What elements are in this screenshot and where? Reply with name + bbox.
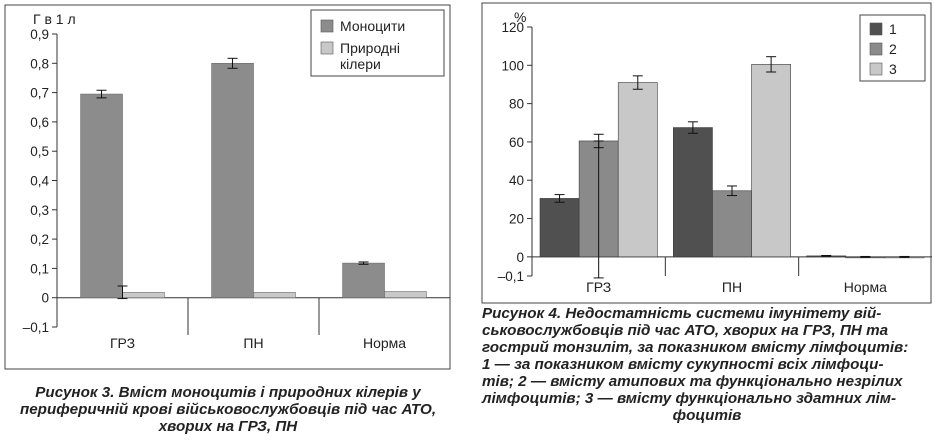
legend-swatch xyxy=(320,19,334,33)
chart-frame xyxy=(4,4,451,370)
y-tick-label: –0,1 xyxy=(498,269,524,284)
y-tick-label: 0,7 xyxy=(30,86,49,101)
chart-4: % –0,1 0 20 40 60 80 100 120 ГРЗ ПН Норма 1 2 3 xyxy=(481,2,932,304)
y-tick-label: 20 xyxy=(509,212,524,227)
y-tick-label: 100 xyxy=(501,58,524,73)
bar xyxy=(712,190,752,258)
caption-line: гострий тонзиліт, за показником вмісту л… xyxy=(482,339,909,356)
y-tick-label: 80 xyxy=(509,97,524,112)
caption-line: тів; 2 — вмісту атипових та функціональн… xyxy=(482,373,903,390)
category-label: ПН xyxy=(243,335,263,351)
y-tick-label: –0,1 xyxy=(23,320,49,335)
chart-3: Г в 1 л –0,1 0 0,1 0,2 0,3 0,4 0,5 0,6 0,7 0,8 0,9 Г… xyxy=(4,4,451,370)
category-label: ПН xyxy=(722,279,742,295)
caption-line: ськовослужбовців під час АТО, хворих на … xyxy=(482,322,889,339)
bar xyxy=(80,93,123,298)
figure-4-panel: % –0,1 0 20 40 60 80 100 120 ГРЗ ПН Норма 1 2 3 Рисуно… xyxy=(470,0,934,445)
y-tick-label: 40 xyxy=(509,173,524,188)
category-label: Норма xyxy=(844,279,887,295)
legend-label: 1 xyxy=(889,21,897,37)
y-tick-label: 0 xyxy=(516,250,524,265)
legend-label: Природні xyxy=(340,40,400,56)
y-tick-label: 0,2 xyxy=(30,232,49,247)
bar xyxy=(253,292,296,298)
bar xyxy=(384,291,427,298)
caption-line: фоцитів xyxy=(672,407,742,424)
legend-label: 2 xyxy=(889,41,897,57)
category-label: ГРЗ xyxy=(110,335,135,351)
y-tick-label: 0,3 xyxy=(30,203,49,218)
legend-swatch xyxy=(869,62,883,76)
y-axis-label: % xyxy=(514,9,526,25)
legend-swatch xyxy=(869,22,883,36)
y-tick-label: 60 xyxy=(509,135,524,150)
y-axis-label: Г в 1 л xyxy=(33,11,76,27)
y-tick-label: 0,8 xyxy=(30,56,49,71)
caption-line: лімфоцитів; 3 — вмісту функціонально зда… xyxy=(482,390,897,407)
figure-3-caption: Рисунок 3. Вміст моноцитів і природних к… xyxy=(19,384,437,435)
legend-swatch xyxy=(320,41,334,55)
legend-label: Моноцити xyxy=(340,18,405,34)
bar xyxy=(539,198,580,258)
bar xyxy=(211,62,254,298)
y-tick-label: 0 xyxy=(41,291,49,306)
bar xyxy=(673,127,713,258)
bar xyxy=(122,292,165,298)
category-label: Норма xyxy=(363,335,406,351)
legend-label: кілери xyxy=(340,56,381,72)
y-tick-label: 120 xyxy=(501,20,524,35)
bar xyxy=(342,262,385,299)
y-tick-label: 0,1 xyxy=(30,261,49,276)
bar xyxy=(751,64,791,258)
figure-4-caption: Рисунок 4. Недостатність системи імуніте… xyxy=(482,305,932,424)
y-tick-label: 0,9 xyxy=(30,27,49,42)
legend-label: 3 xyxy=(889,61,897,77)
figure-3-panel: Г в 1 л –0,1 0 0,1 0,2 0,3 0,4 0,5 0,6 0,7 0,8 0,9 Г… xyxy=(0,0,460,445)
y-tick-label: 0,4 xyxy=(30,174,49,189)
chart-frame xyxy=(481,2,932,304)
category-label: ГРЗ xyxy=(586,279,611,295)
caption-line: Рисунок 4. Недостатність системи імуніте… xyxy=(482,305,882,322)
caption-line: 1 — за показником вмісту сукупності всіх… xyxy=(482,356,884,373)
legend-swatch xyxy=(869,42,883,56)
y-tick-label: 0,5 xyxy=(30,144,49,159)
y-tick-label: 0,6 xyxy=(30,115,49,130)
bar xyxy=(617,82,658,258)
